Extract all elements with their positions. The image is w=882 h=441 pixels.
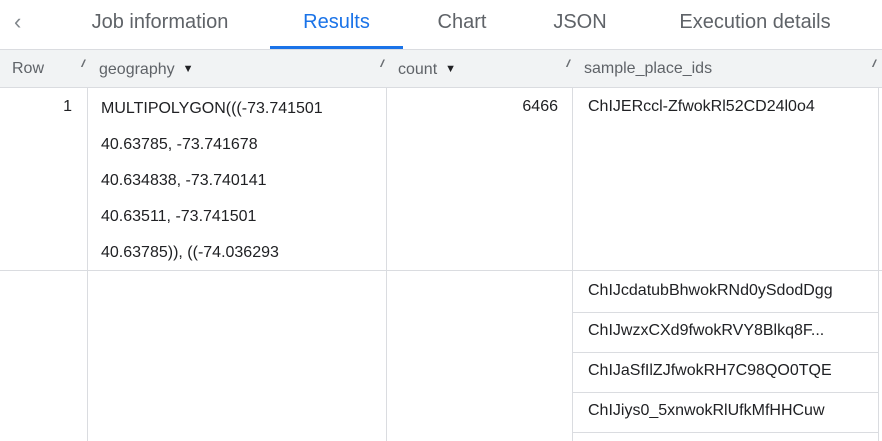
tab-json[interactable]: JSON — [553, 11, 607, 33]
column-label: count — [398, 61, 438, 78]
tab-chart[interactable]: Chart — [437, 11, 487, 33]
resize-handle-icon[interactable]: // — [81, 59, 84, 70]
geography-line: 40.63511, -73.741501 — [101, 208, 257, 225]
column-header-geography[interactable]: geography ▼ // — [87, 50, 386, 87]
tab-job-information[interactable]: Job information — [91, 11, 229, 33]
column-label: sample_place_ids — [584, 60, 713, 77]
row-divider — [0, 270, 882, 271]
row-number: 1 — [63, 98, 72, 115]
tab-execution-details[interactable]: Execution details — [679, 11, 831, 33]
place-id-cell: ChIJcdatubBhwokRNd0ySdodDgg — [588, 282, 833, 299]
column-divider — [572, 88, 573, 441]
geography-line: 40.634838, -73.740141 — [101, 172, 267, 189]
row-divider — [572, 352, 878, 353]
column-divider — [878, 88, 879, 441]
column-divider — [87, 88, 88, 441]
row-divider — [572, 312, 878, 313]
resize-handle-icon[interactable]: // — [566, 59, 569, 70]
row-divider — [572, 432, 878, 433]
resize-handle-icon[interactable]: // — [380, 59, 383, 70]
count-cell: 6466 — [522, 98, 558, 115]
table-header: Row // geography ▼ // count ▼ // sample_place… — [0, 50, 882, 88]
column-header-count[interactable]: count ▼ // — [386, 50, 572, 87]
row-divider — [572, 392, 878, 393]
geography-cell: MULTIPOLYGON(((-73.741501 40.63785, -73.… — [101, 91, 323, 271]
column-label: geography — [99, 61, 175, 78]
resize-handle-icon[interactable]: // — [872, 59, 875, 70]
column-header-row: Row // — [0, 50, 87, 87]
geography-line: MULTIPOLYGON(((-73.741501 — [101, 100, 323, 117]
tab-bar: ‹ Job information Results Chart JSON Exe… — [0, 0, 882, 50]
geography-line: 40.63785, -73.741678 — [101, 136, 258, 153]
column-label: Row — [12, 60, 45, 77]
sort-caret-icon[interactable]: ▼ — [445, 63, 457, 75]
place-id-cell: ChIJwzxCXd9fwokRVY8Blkq8F... — [588, 322, 825, 339]
sort-caret-icon[interactable]: ▼ — [182, 63, 194, 75]
place-id-cell: ChIJaSfIlZJfwokRH7C98QO0TQE — [588, 362, 832, 379]
column-divider — [386, 88, 387, 441]
chevron-left-icon[interactable]: ‹ — [14, 9, 22, 34]
tab-results[interactable]: Results — [270, 0, 403, 49]
column-header-sample-place-ids: sample_place_ids // — [572, 50, 878, 87]
place-id-cell: ChIJiys0_5xnwokRlUfkMfHHCuw — [588, 402, 825, 419]
geography-line: 40.63785)), ((-74.036293 — [101, 244, 279, 261]
place-id-cell: ChIJERccl-ZfwokRl52CD24l0o4 — [588, 98, 815, 115]
